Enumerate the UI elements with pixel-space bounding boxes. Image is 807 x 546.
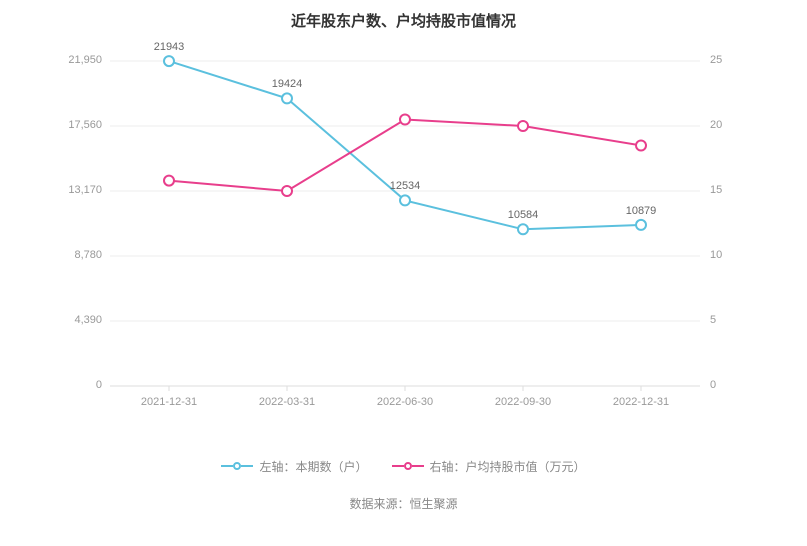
left-axis-tick: 4,390 — [52, 314, 102, 326]
data-point-label: 21943 — [154, 41, 185, 53]
right-axis-tick: 10 — [710, 249, 740, 261]
left-axis-tick: 13,170 — [52, 184, 102, 196]
data-point-label: 10584 — [508, 209, 539, 221]
data-source: 数据来源：恒生聚源 — [40, 495, 767, 512]
left-axis-tick: 17,560 — [52, 119, 102, 131]
legend-marker — [392, 462, 424, 470]
right-axis-tick: 15 — [710, 184, 740, 196]
right-axis-tick: 25 — [710, 54, 740, 66]
right-axis-tick: 5 — [710, 314, 740, 326]
right-axis-tick: 20 — [710, 119, 740, 131]
x-axis-tick: 2022-03-31 — [259, 396, 315, 408]
data-point-label: 19424 — [272, 78, 303, 90]
data-point-label: 10879 — [626, 205, 657, 217]
legend-marker — [221, 462, 253, 470]
legend-item: 右轴：户均持股市值（万元） — [392, 458, 586, 475]
x-axis-tick: 2021-12-31 — [141, 396, 197, 408]
left-axis-tick: 8,780 — [52, 249, 102, 261]
chart-svg — [40, 46, 767, 426]
legend-label: 左轴：本期数（户） — [259, 458, 367, 475]
chart-container: 近年股东户数、户均持股市值情况 0 4,390 8,780 13,170 17,560 2… — [0, 0, 807, 546]
chart-title: 近年股东户数、户均持股市值情况 — [40, 10, 767, 31]
plot-area: 0 4,390 8,780 13,170 17,560 21,950 0 5 10 15 20 25 2… — [40, 46, 767, 426]
x-axis-tick: 2022-09-30 — [495, 396, 551, 408]
legend-item: 左轴：本期数（户） — [221, 458, 367, 475]
legend-label: 右轴：户均持股市值（万元） — [430, 458, 586, 475]
x-axis-tick: 2022-12-31 — [613, 396, 669, 408]
x-axis-tick: 2022-06-30 — [377, 396, 433, 408]
left-axis-tick: 0 — [52, 379, 102, 391]
data-point-label: 12534 — [390, 180, 421, 192]
right-axis-tick: 0 — [710, 379, 740, 391]
left-axis-tick: 21,950 — [52, 54, 102, 66]
legend: 左轴：本期数（户） 右轴：户均持股市值（万元） — [40, 456, 767, 475]
